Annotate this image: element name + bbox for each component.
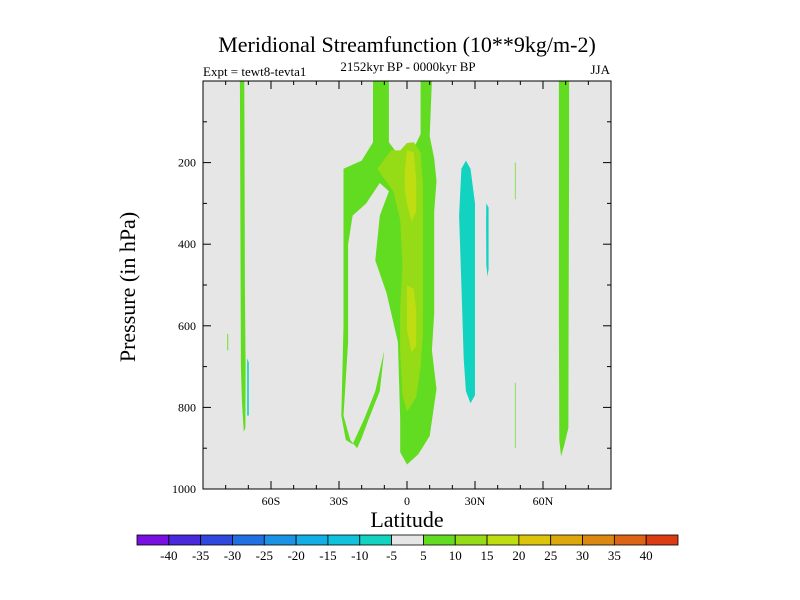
y-axis-ticks: 200 400 600 800 1000	[172, 121, 611, 496]
colorbar-swatch	[232, 534, 265, 546]
contour-region-eq-max-15	[404, 150, 417, 222]
colorbar-label: -5	[386, 548, 397, 563]
colorbar-swatch	[613, 534, 647, 546]
colorbar-label: -30	[224, 548, 241, 563]
y-tick-label: 400	[178, 237, 196, 251]
x-tick-label: 0	[404, 494, 410, 508]
season-label: JJA	[590, 62, 610, 77]
colorbar-label: -15	[319, 548, 336, 563]
colorbar-swatch	[136, 534, 170, 546]
x-tick-label: 60N	[533, 494, 554, 508]
colorbar-swatch	[550, 534, 583, 546]
colorbar-label: -20	[287, 548, 304, 563]
contour-region-nh-pos-thin-1	[514, 162, 516, 200]
contour-region-nh-neg-small	[486, 203, 489, 277]
chart-subtitle: 2152kyr BP - 0000kyr BP	[340, 59, 475, 74]
colorbar: -40 -35 -30 -25 -20 -15 -10 -5 5 10 15 20 25 30 35 40	[136, 534, 679, 563]
y-tick-label: 800	[178, 400, 196, 414]
contour-region-sh-dot	[227, 334, 229, 351]
colorbar-swatch	[263, 534, 297, 546]
colorbar-label: 35	[608, 548, 621, 563]
chart-title: Meridional Streamfunction (10**9kg/m-2)	[218, 32, 596, 57]
y-axis-label: Pressure (in hPa)	[115, 212, 140, 362]
colorbar-swatch	[168, 534, 202, 546]
colorbar-swatch	[518, 534, 552, 546]
colorbar-swatch	[423, 534, 456, 546]
x-axis-ticks: 60S 30S 0 30N 60N	[225, 81, 589, 508]
colorbar-label: -10	[351, 548, 368, 563]
colorbar-label: 30	[576, 548, 589, 563]
colorbar-label: -40	[160, 548, 177, 563]
contour-region-eq-low-15	[407, 285, 417, 353]
contour-region-nh-pos-thin-2	[514, 382, 516, 449]
colorbar-swatch	[391, 534, 424, 546]
colorbar-label: 10	[449, 548, 462, 563]
y-tick-label: 600	[178, 319, 196, 333]
x-axis-label: Latitude	[370, 507, 443, 532]
colorbar-swatch	[359, 534, 392, 546]
contour-region-nh-streak	[558, 81, 570, 457]
colorbar-swatch	[295, 534, 329, 546]
colorbar-label: 25	[544, 548, 557, 563]
colorbar-swatch	[327, 534, 361, 546]
y-tick-label: 1000	[172, 482, 196, 496]
colorbar-label: 5	[420, 548, 427, 563]
colorbar-label: 20	[512, 548, 525, 563]
colorbar-swatch	[645, 534, 679, 546]
colorbar-label: -35	[192, 548, 209, 563]
colorbar-swatch	[486, 534, 520, 546]
x-tick-label: 60S	[262, 494, 281, 508]
experiment-label: Expt = tewt8-tevta1	[203, 64, 306, 79]
y-tick-label: 200	[178, 156, 196, 170]
colorbar-label: 40	[640, 548, 653, 563]
x-tick-label: 30S	[330, 494, 349, 508]
colorbar-label: -25	[256, 548, 273, 563]
contour-region-sh-neg-sliver	[247, 358, 249, 416]
colorbar-swatch	[582, 534, 615, 546]
contour-region-sh-streak	[239, 81, 246, 432]
colorbar-label: 15	[481, 548, 494, 563]
x-tick-label: 30N	[465, 494, 486, 508]
colorbar-swatch	[454, 534, 488, 546]
contour-region-nh-neg-main	[459, 160, 475, 404]
contour-regions	[227, 81, 570, 465]
colorbar-swatch	[200, 534, 233, 546]
